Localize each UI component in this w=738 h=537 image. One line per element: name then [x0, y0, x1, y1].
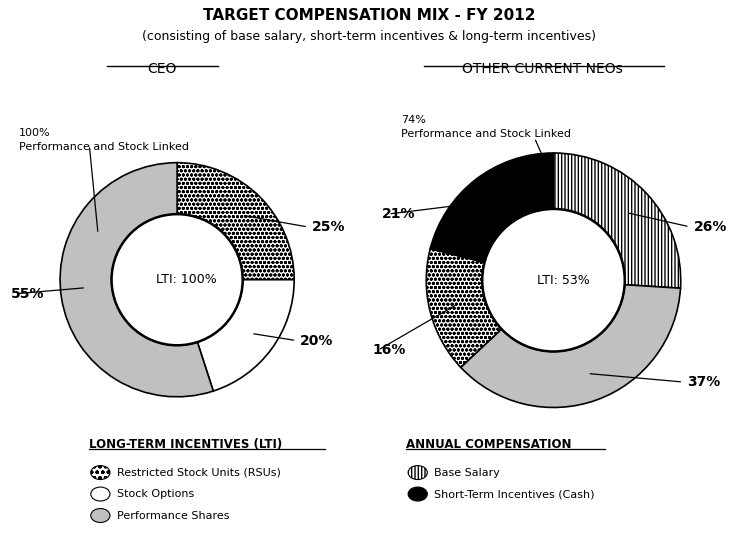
Text: Restricted Stock Units (RSUs): Restricted Stock Units (RSUs): [117, 468, 280, 477]
Circle shape: [408, 487, 427, 501]
Text: 100%
Performance and Stock Linked: 100% Performance and Stock Linked: [19, 128, 189, 151]
Wedge shape: [60, 163, 213, 397]
Text: 16%: 16%: [373, 343, 406, 357]
Text: ANNUAL COMPENSATION: ANNUAL COMPENSATION: [406, 438, 571, 451]
Text: LONG-TERM INCENTIVES (LTI): LONG-TERM INCENTIVES (LTI): [89, 438, 282, 451]
Text: (consisting of base salary, short-term incentives & long-term incentives): (consisting of base salary, short-term i…: [142, 30, 596, 42]
Circle shape: [91, 509, 110, 523]
Text: 21%: 21%: [382, 207, 415, 221]
Text: 55%: 55%: [11, 287, 44, 301]
Text: 26%: 26%: [694, 220, 727, 234]
Text: LTI: 53%: LTI: 53%: [537, 274, 590, 287]
Text: 20%: 20%: [300, 333, 334, 347]
Text: TARGET COMPENSATION MIX - FY 2012: TARGET COMPENSATION MIX - FY 2012: [203, 8, 535, 23]
Text: 37%: 37%: [687, 375, 720, 389]
Circle shape: [111, 214, 243, 345]
Text: 74%
Performance and Stock Linked: 74% Performance and Stock Linked: [401, 115, 570, 139]
Wedge shape: [554, 153, 680, 288]
Circle shape: [482, 209, 625, 352]
Wedge shape: [177, 163, 294, 280]
Text: Stock Options: Stock Options: [117, 489, 194, 499]
Wedge shape: [427, 249, 502, 367]
Text: Performance Shares: Performance Shares: [117, 511, 229, 520]
Text: LTI: 100%: LTI: 100%: [156, 273, 217, 286]
Circle shape: [91, 466, 110, 480]
Wedge shape: [430, 153, 554, 263]
Text: CEO: CEO: [148, 62, 177, 76]
Text: OTHER CURRENT NEOs: OTHER CURRENT NEOs: [462, 62, 623, 76]
Text: Base Salary: Base Salary: [434, 468, 500, 477]
Circle shape: [408, 466, 427, 480]
Circle shape: [91, 487, 110, 501]
Wedge shape: [461, 285, 680, 408]
Text: 25%: 25%: [311, 220, 345, 234]
Wedge shape: [197, 280, 294, 391]
Text: Short-Term Incentives (Cash): Short-Term Incentives (Cash): [434, 489, 594, 499]
